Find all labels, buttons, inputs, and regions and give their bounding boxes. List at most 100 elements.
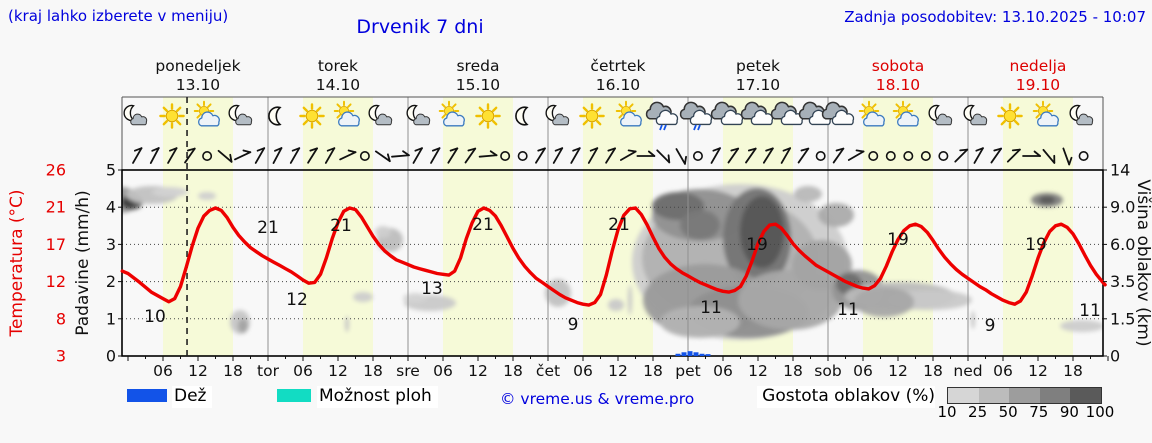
cloud-shape — [338, 111, 360, 127]
day-date: 13.10 — [175, 76, 221, 94]
moon-icon — [545, 104, 557, 122]
svg-text:12: 12 — [46, 272, 66, 291]
svg-text:11: 11 — [700, 298, 722, 318]
cloud-icon — [770, 101, 804, 126]
frames — [121, 96, 1104, 357]
temperature-point-labels: 10 21 12 21 13 21 9 21 11 19 11 19 9 19 11 — [144, 215, 1101, 336]
precip-axis: 5 4 3 2 1 0 Padavine (mm/h) — [73, 161, 122, 366]
day-date: 19.10 — [1015, 76, 1061, 94]
x-day-abbrev: ned — [953, 362, 982, 380]
x-tick-label: 18 — [923, 362, 943, 380]
wind-arrow-icon — [620, 149, 637, 161]
moon-icon — [515, 106, 529, 126]
day-name: nedelja — [1009, 57, 1067, 75]
svg-text:19: 19 — [1025, 235, 1047, 255]
sun-cloud-icon — [193, 100, 220, 127]
sun-cloud-icon — [858, 100, 885, 127]
day-date: 16.10 — [595, 76, 641, 94]
svg-text:0: 0 — [1110, 347, 1120, 366]
x-tick-label: 12 — [608, 362, 628, 380]
day-header-četrtek: četrtek 16.10 — [548, 57, 688, 95]
moon-cloud-icon — [1069, 104, 1094, 126]
sun-icon — [159, 103, 185, 129]
wind-arrow-icon — [1022, 150, 1041, 157]
cloud-icon — [710, 101, 744, 126]
svg-text:5: 5 — [106, 161, 116, 180]
wind-arrow-icon — [973, 147, 984, 164]
svg-text:14: 14 — [1110, 161, 1130, 180]
day-date: 15.10 — [455, 76, 501, 94]
day-date: 14.10 — [315, 76, 361, 94]
wind-calm-icon — [938, 151, 949, 162]
day-header-sreda: sreda 15.10 — [408, 57, 548, 95]
svg-text:Temperatura (°C): Temperatura (°C) — [7, 189, 27, 337]
wind-arrow-icon — [430, 147, 441, 164]
svg-text:26: 26 — [46, 161, 66, 180]
svg-text:3.5: 3.5 — [1110, 272, 1135, 291]
x-tick-label: 18 — [1063, 362, 1083, 380]
wind-arrow-icon — [656, 149, 671, 164]
svg-text:9.0: 9.0 — [1110, 198, 1135, 217]
wind-calm-icon — [868, 151, 879, 162]
x-tick-label: 12 — [888, 362, 908, 380]
day-name: sreda — [456, 57, 500, 75]
cloud-rain-icon — [679, 101, 713, 131]
wind-arrow-icon — [464, 147, 477, 164]
wind-arrow-icon — [797, 147, 810, 164]
cloud-icon — [740, 101, 774, 126]
svg-text:6.0: 6.0 — [1110, 235, 1135, 254]
cloud-shape — [720, 109, 744, 126]
x-tick-label: 12 — [328, 362, 348, 380]
x-tick-label: 18 — [783, 362, 803, 380]
svg-text:21: 21 — [46, 198, 66, 217]
day-header-torek: torek 14.10 — [268, 57, 408, 95]
wind-arrow-icon — [447, 147, 459, 164]
svg-text:19: 19 — [746, 235, 768, 255]
svg-text:21: 21 — [257, 218, 279, 238]
wind-arrow-icon — [745, 147, 757, 164]
day-header-petek: petek 17.10 — [688, 57, 828, 95]
day-name: petek — [736, 57, 780, 75]
x-tick-label: 06 — [573, 362, 593, 380]
sun-cloud-icon — [438, 100, 465, 127]
moon-icon — [515, 106, 529, 126]
moon-icon — [123, 104, 135, 122]
wind-arrow-icon — [339, 149, 357, 161]
sun-cloud-icon — [1032, 100, 1059, 127]
x-day-abbrev: tor — [257, 362, 280, 380]
wind-arrow-icon — [535, 147, 546, 164]
wind-calm-icon — [359, 151, 370, 162]
day-header-sobota: sobota 18.10 — [828, 57, 968, 95]
day-header-ponedeljek: ponedeljek 13.10 — [128, 57, 268, 95]
moon-cloud-icon — [123, 104, 148, 126]
sun-icon — [475, 103, 501, 129]
cloud-shape — [863, 111, 885, 127]
wind-calm-icon — [903, 151, 914, 162]
x-tick-label: 06 — [433, 362, 453, 380]
moon-icon — [268, 106, 282, 126]
svg-text:21: 21 — [330, 216, 352, 236]
x-tick-label: 06 — [993, 362, 1013, 380]
svg-text:4: 4 — [106, 198, 116, 217]
day-name: sobota — [871, 57, 925, 75]
day-name: ponedeljek — [155, 57, 241, 75]
svg-text:8: 8 — [56, 309, 66, 328]
wind-arrow-icon — [570, 147, 581, 164]
moon-cloud-icon — [545, 104, 570, 126]
wind-arrow-icon — [675, 148, 687, 165]
wind-calm-icon — [885, 151, 896, 162]
svg-text:Višina oblakov (km): Višina oblakov (km) — [1133, 179, 1152, 346]
wind-arrow-icon — [832, 147, 845, 164]
x-day-abbrev: čet — [536, 362, 560, 380]
wind-arrow-icon — [184, 147, 196, 164]
wind-calm-icon — [920, 151, 931, 162]
svg-text:3: 3 — [56, 347, 66, 366]
wind-arrow-icon — [217, 149, 233, 163]
svg-text:1.5: 1.5 — [1110, 309, 1135, 328]
wind-arrow-icon — [234, 149, 252, 161]
svg-text:21: 21 — [608, 215, 630, 235]
svg-text:0: 0 — [106, 347, 116, 366]
wind-arrow-icon — [272, 147, 283, 164]
